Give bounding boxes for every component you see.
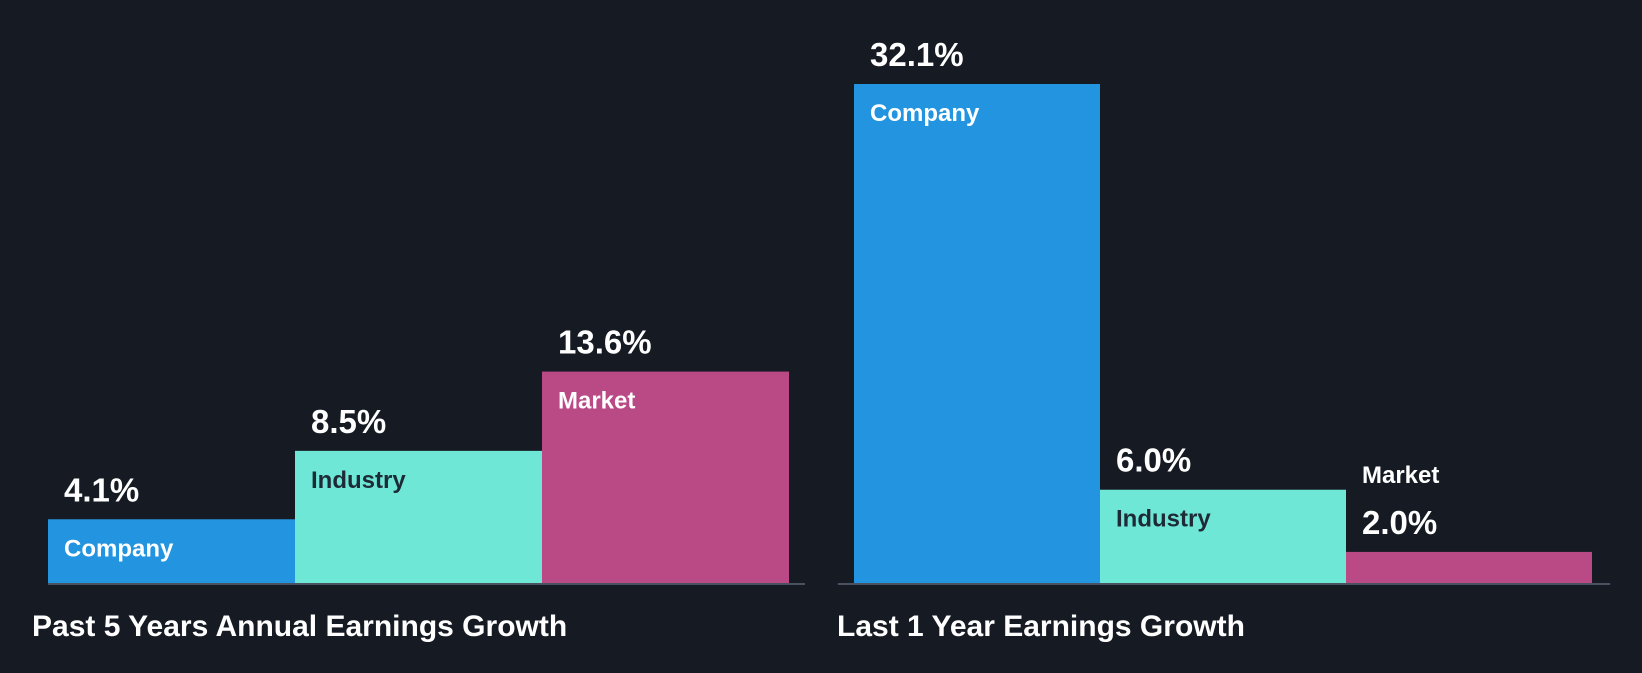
category-label-company: Company xyxy=(64,535,174,562)
category-label-market: Market xyxy=(1362,462,1439,489)
bar-industry[interactable] xyxy=(295,450,542,583)
category-label-industry: Industry xyxy=(1116,506,1211,533)
category-label-market: Market xyxy=(558,388,635,415)
value-label-market: 13.6% xyxy=(558,324,652,361)
category-label-company: Company xyxy=(870,100,980,127)
bar-company[interactable] xyxy=(854,84,1100,583)
bar-market[interactable] xyxy=(542,371,789,583)
chart-title: Past 5 Years Annual Earnings Growth xyxy=(32,610,567,643)
bar-market[interactable] xyxy=(1346,551,1592,583)
value-label-industry: 8.5% xyxy=(311,403,386,440)
value-label-industry: 6.0% xyxy=(1116,442,1191,479)
chart-panel-2: 32.1% Company 6.0% Industry 2.0% Market Last 1… xyxy=(837,36,1610,643)
chart-panel-1: 4.1% Company 8.5% Industry 13.6% Market Past 5… xyxy=(32,324,805,643)
category-label-industry: Industry xyxy=(311,467,406,494)
value-label-company: 32.1% xyxy=(870,36,964,73)
value-label-company: 4.1% xyxy=(64,471,139,508)
value-label-market: 2.0% xyxy=(1362,504,1437,541)
bar-industry[interactable] xyxy=(1100,489,1346,583)
chart-title: Last 1 Year Earnings Growth xyxy=(837,610,1245,643)
bar-company[interactable] xyxy=(48,519,295,583)
